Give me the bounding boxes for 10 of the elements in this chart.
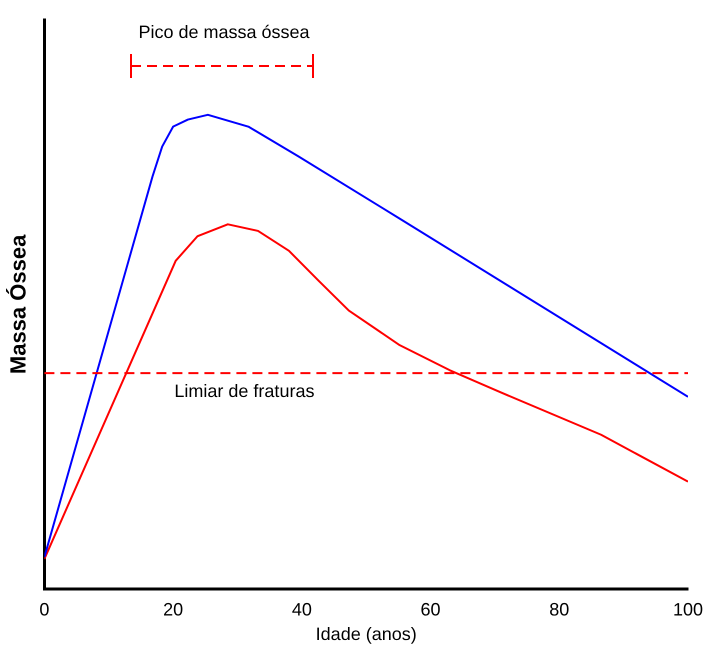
x-tick-label: 20 bbox=[163, 600, 184, 620]
y-axis-title: Massa Óssea bbox=[5, 234, 30, 374]
x-tick-label: 80 bbox=[549, 600, 570, 620]
x-axis-title: Idade (anos) bbox=[316, 624, 417, 644]
x-tick-label: 40 bbox=[292, 600, 312, 620]
text: Pico de massa óssea bbox=[138, 22, 311, 42]
ref-line-label: Limiar de fraturas bbox=[174, 381, 314, 402]
x-tick-label: 0 bbox=[39, 600, 50, 620]
x-tick-label: 100 bbox=[672, 600, 704, 620]
x-tick-label: 60 bbox=[420, 600, 441, 620]
